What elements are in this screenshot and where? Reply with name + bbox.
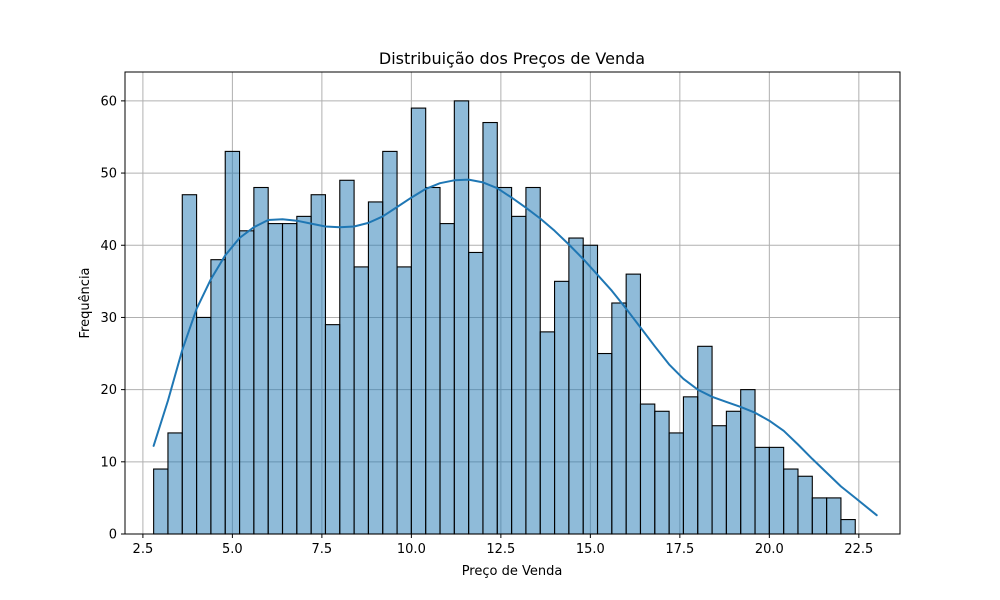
histogram-bar [410, 107, 427, 535]
histogram-bar [826, 497, 842, 535]
x-tick-label: 10.0 [397, 542, 426, 557]
histogram-bar [639, 403, 656, 535]
histogram-bar [525, 186, 541, 535]
histogram-bar [539, 331, 556, 535]
y-axis-ticks: 0 10 20 30 40 50 60 [100, 94, 125, 543]
histogram-bar [468, 251, 484, 535]
histogram-bar [324, 324, 341, 535]
kde-line [152, 178, 878, 517]
x-axis-label: Preço de Venda [462, 564, 563, 579]
histogram-bar [840, 519, 856, 535]
histogram-bar [682, 396, 699, 535]
histogram-bar [811, 497, 828, 535]
histogram-bar [711, 425, 727, 535]
x-tick-label: 12.5 [486, 542, 515, 557]
histogram-bar [253, 186, 269, 535]
histogram-bar [167, 432, 183, 535]
y-tick-label: 40 [100, 239, 117, 254]
y-tick-label: 50 [100, 167, 117, 182]
histogram-bar [496, 186, 513, 535]
y-axis-label: Frequência [78, 267, 93, 338]
chart-title: Distribuição dos Preços de Venda [379, 49, 645, 68]
x-tick-label: 2.5 [133, 542, 154, 557]
histogram-bar [754, 446, 770, 535]
histogram-bar [582, 244, 599, 535]
histogram-bar [783, 468, 799, 535]
histogram-bar [596, 352, 613, 535]
histogram-bar [654, 410, 670, 535]
histogram-bar [310, 194, 327, 535]
histogram-bar [210, 259, 226, 535]
histogram-bar [267, 223, 284, 535]
x-tick-label: 20.0 [755, 542, 784, 557]
kde-curve-group [152, 178, 878, 517]
y-tick-label: 0 [109, 528, 117, 543]
x-tick-label: 17.5 [665, 542, 694, 557]
histogram-bar [697, 345, 713, 535]
y-tick-label: 60 [100, 94, 117, 109]
histogram-bar [339, 179, 355, 535]
x-tick-label: 22.5 [844, 542, 873, 557]
histogram-bar [367, 201, 384, 535]
histogram-bar [353, 266, 369, 535]
histogram-bar [281, 223, 298, 535]
histogram-bar [181, 194, 198, 535]
y-tick-label: 20 [100, 383, 117, 398]
y-tick-label: 10 [100, 455, 117, 470]
histogram-bars [153, 100, 856, 535]
y-tick-label: 30 [100, 311, 117, 326]
histogram-bar [554, 280, 570, 535]
histogram-bar [453, 100, 470, 535]
x-tick-label: 7.5 [312, 542, 333, 557]
histogram-bar [668, 432, 684, 535]
histogram-bar [797, 475, 813, 535]
histogram-bar [224, 150, 241, 535]
histogram-bar [611, 302, 627, 535]
histogram-bar [296, 215, 312, 535]
plot-frame [124, 71, 901, 535]
histogram-bar [439, 223, 455, 535]
x-tick-label: 15.0 [576, 542, 605, 557]
histogram-bar [396, 266, 412, 535]
histogram-bar [568, 237, 584, 535]
x-tick-label: 5.0 [222, 542, 243, 557]
histogram-bar [425, 186, 441, 535]
histogram-bar [768, 446, 785, 535]
histogram-bar [725, 410, 742, 535]
histogram-bar [196, 316, 212, 535]
histogram-bar [511, 215, 527, 535]
x-axis-ticks: 2.5 5.0 7.5 10.0 12.5 15.0 17.5 20.0 22.5 [133, 534, 873, 557]
histogram-bar [153, 468, 169, 535]
histogram-bar [238, 230, 255, 535]
